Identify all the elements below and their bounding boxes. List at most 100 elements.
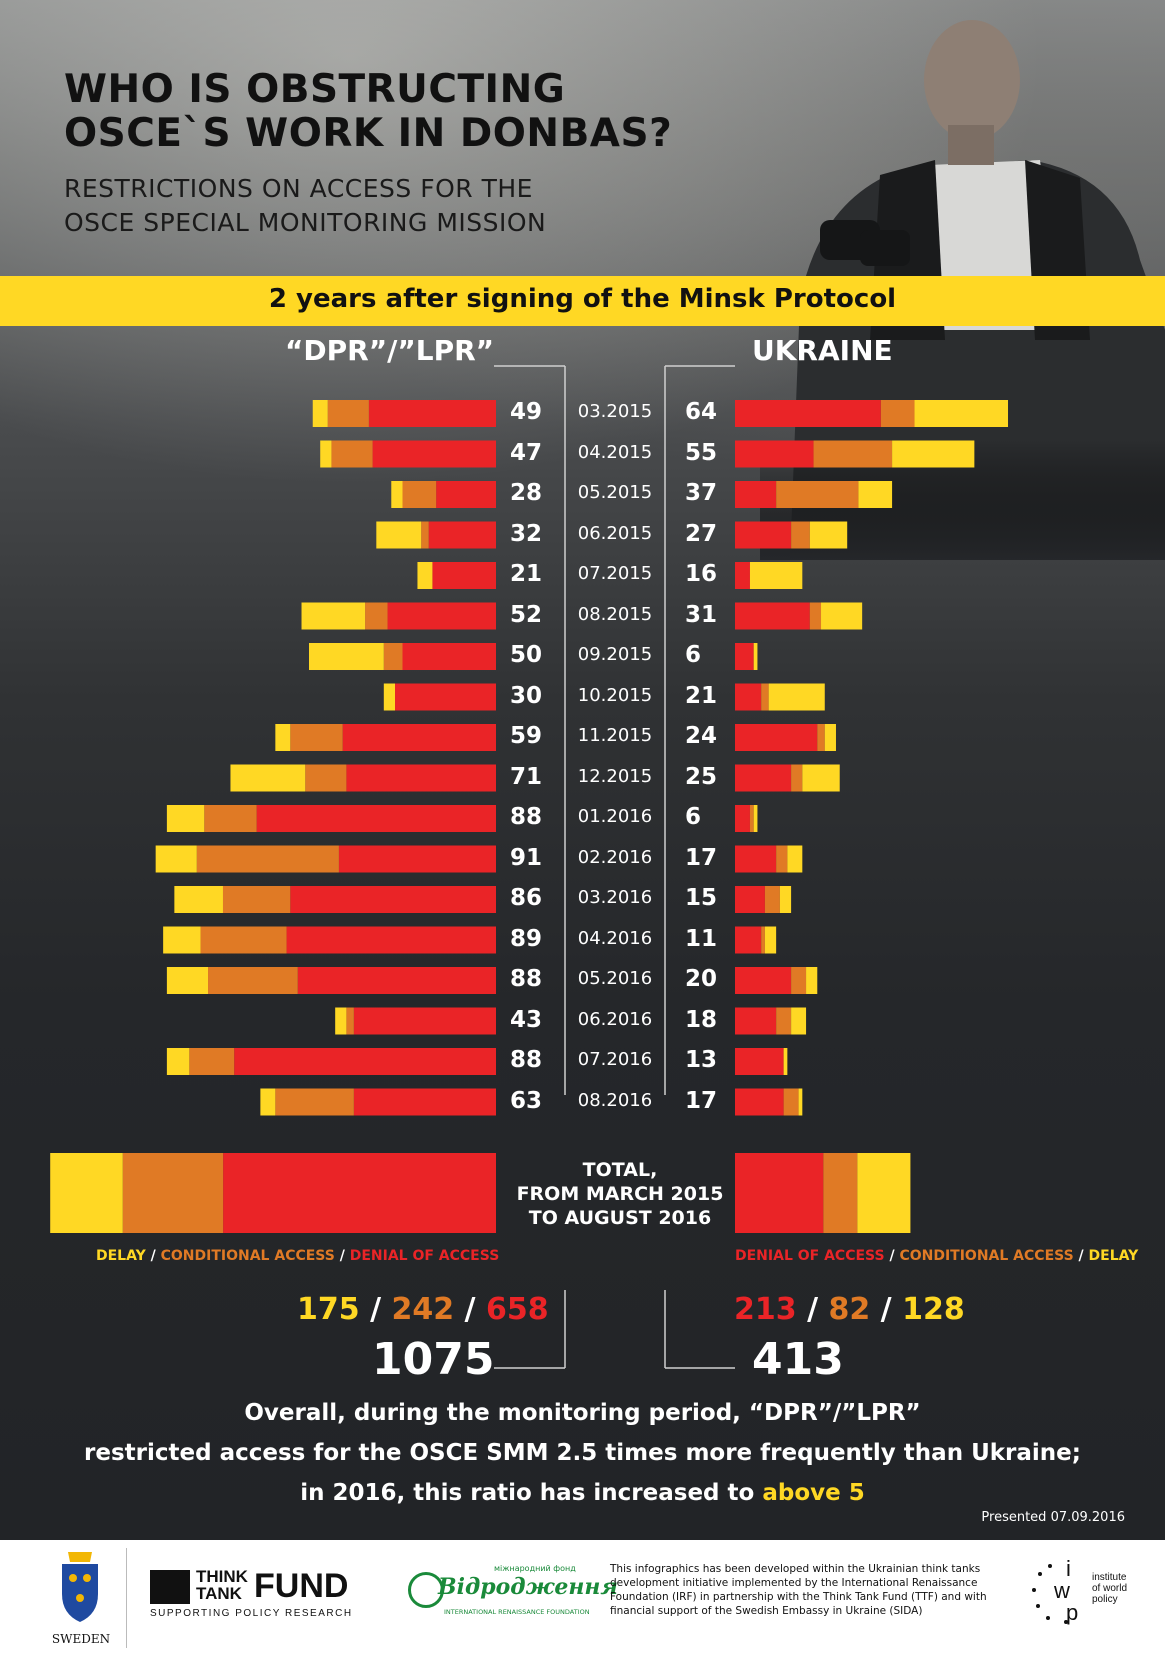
bar-right-denial-of-access [735, 1007, 777, 1035]
bar-right-denial-of-access [735, 926, 762, 954]
conclusion-line-3-text: in 2016, this ratio has increased to [300, 1480, 763, 1506]
bar-right-conditional-access [776, 481, 859, 508]
legend-sep: / [884, 1248, 900, 1264]
bar-left-conditional-access [275, 1088, 354, 1116]
bar-left-denial-of-access [346, 764, 496, 792]
bar-right-delay [892, 440, 975, 468]
legend-left: DELAY / CONDITIONAL ACCESS / DENIAL OF A… [96, 1248, 499, 1264]
month-label: 04.2015 [577, 441, 653, 463]
left-total-label: 49 [510, 399, 543, 425]
bar-right-delay [802, 764, 840, 792]
bar-left-delay [320, 440, 332, 468]
left-grand-total: 1075 [372, 1334, 495, 1385]
bar-right-conditional-access [783, 1088, 799, 1116]
right-total-label: 16 [685, 561, 718, 587]
bar-left-delay [260, 1088, 276, 1116]
bar-right-denial-of-access [735, 1088, 784, 1116]
bar-left-denial-of-access [290, 886, 496, 913]
bar-left-denial-of-access [297, 967, 496, 994]
ttf-tagline: SUPPORTING POLICY RESEARCH [150, 1608, 353, 1619]
iwp-i: i [1066, 1556, 1071, 1581]
conclusion-line-2: restricted access for the OSCE SMM 2.5 t… [84, 1440, 1081, 1466]
conclusion-highlight: above 5 [762, 1480, 865, 1506]
slash: / [796, 1292, 829, 1327]
left-total-label: 88 [510, 1047, 543, 1073]
bar-left-delay [309, 643, 384, 670]
right-total-label: 21 [685, 682, 718, 709]
legend-right-delay: DELAY [1088, 1248, 1139, 1264]
irf-mark-icon [408, 1572, 444, 1608]
bar-left-denial-of-access [256, 805, 496, 832]
bar-left-delay [166, 1048, 190, 1075]
sweden-crest-icon [62, 1552, 98, 1622]
right-total-label: 64 [685, 399, 718, 425]
total-bar-left-conditional [122, 1153, 224, 1233]
left-total-label: 91 [510, 844, 543, 871]
left-total-label: 63 [510, 1087, 543, 1114]
bar-left-delay [166, 805, 205, 832]
sweden-label: SWEDEN [51, 1632, 111, 1646]
bar-left-conditional-access [196, 845, 339, 873]
left-total-label: 32 [510, 520, 543, 547]
bar-left-conditional-access [365, 602, 388, 630]
bar-left-conditional-access [331, 440, 373, 468]
left-conditional-total: 242 [391, 1292, 455, 1327]
right-total-label: 27 [685, 520, 718, 547]
bar-right-delay [753, 805, 758, 832]
right-total-label: 24 [685, 723, 718, 749]
right-side-label: UKRAINE [752, 334, 893, 367]
bar-right-conditional-access [817, 724, 825, 751]
bar-right-conditional-access [791, 521, 810, 549]
iwp-logo: i w p institute of world policy [1030, 1556, 1140, 1636]
legend-right: DENIAL OF ACCESS / CONDITIONAL ACCESS / … [735, 1248, 1138, 1264]
right-total-label: 6 [685, 642, 702, 668]
bar-left-denial-of-access [395, 683, 496, 711]
total-label-line-3: TO AUGUST 2016 [528, 1207, 712, 1229]
right-total-label: 17 [685, 844, 718, 871]
bar-left-conditional-access [402, 481, 437, 508]
bar-left-conditional-access [327, 400, 369, 427]
bar-right-denial-of-access [735, 400, 881, 427]
bar-right-denial-of-access [735, 602, 810, 630]
bar-left-denial-of-access [428, 521, 496, 549]
bar-right-conditional-access [809, 602, 822, 630]
bar-left-conditional-access [208, 967, 298, 994]
bar-right-denial-of-access [735, 643, 754, 670]
total-bar-right-delay [857, 1153, 911, 1233]
footer: SWEDEN THINK TANK FUND SUPPORTING POLICY… [0, 1540, 1165, 1654]
bar-right-conditional-access [761, 926, 765, 954]
month-label: 05.2016 [577, 968, 653, 989]
credit-text: This infographics has been developed wit… [610, 1563, 987, 1617]
bar-left-delay [376, 521, 422, 549]
bar-left-delay [166, 967, 209, 994]
subtitle-line-2: OSCE SPECIAL MONITORING MISSION [64, 208, 547, 237]
month-label: 01.2016 [577, 806, 653, 827]
left-total-label: 88 [510, 804, 543, 830]
bar-right-conditional-access [749, 805, 754, 832]
bar-left-delay [230, 764, 306, 792]
title-line-1: WHO IS OBSTRUCTING [64, 67, 566, 112]
bar-right-denial-of-access [735, 1048, 784, 1075]
bar-right-delay [914, 400, 1009, 427]
bar-right-denial-of-access [735, 481, 777, 508]
month-label: 12.2015 [577, 765, 653, 787]
bar-left-denial-of-access [432, 562, 496, 589]
right-total-label: 55 [685, 439, 718, 466]
iwp-line-2: of world [1092, 1583, 1128, 1594]
bar-right-delay [749, 562, 803, 589]
bar-right-delay [787, 845, 803, 873]
title-line-2: OSCE`S WORK IN DONBAS? [64, 111, 673, 156]
bar-right-delay [806, 967, 818, 994]
bar-left-conditional-access [200, 926, 287, 954]
right-total-label: 25 [685, 763, 718, 790]
bar-left-delay [383, 683, 396, 711]
right-total-label: 15 [685, 885, 718, 911]
ttf-think: THINK [196, 1567, 248, 1586]
bar-left-denial-of-access [338, 845, 496, 873]
right-delay-total: 128 [902, 1292, 965, 1327]
bar-right-denial-of-access [735, 440, 814, 468]
bar-left-denial-of-access [402, 643, 496, 670]
month-label: 11.2015 [577, 725, 653, 746]
bar-right-delay [858, 481, 893, 508]
